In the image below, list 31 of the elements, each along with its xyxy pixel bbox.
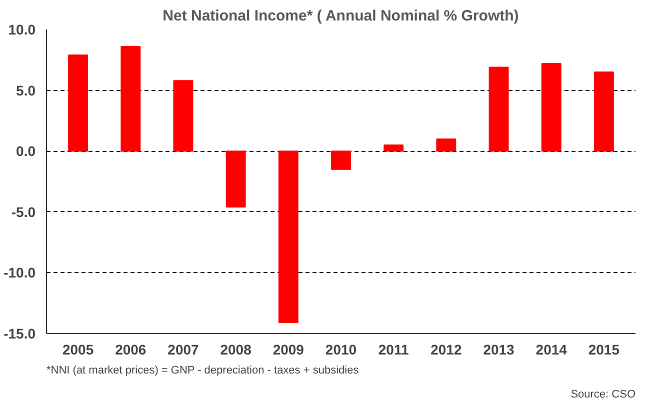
y-tick-label: 5.0 (16, 82, 36, 98)
x-tick-label: 2013 (483, 342, 515, 358)
bar (436, 138, 456, 152)
bar (594, 72, 614, 152)
x-tick-label: 2015 (588, 342, 620, 358)
source-note: Source: CSO (570, 388, 636, 400)
x-tick-label: 2005 (62, 342, 94, 358)
x-tick-label: 2014 (536, 342, 568, 358)
x-tick-label: 2007 (168, 342, 200, 358)
bar (541, 63, 562, 152)
x-tick-label: 2006 (115, 342, 146, 358)
y-tick-label: 10.0 (8, 22, 36, 38)
x-tick-label: 2009 (272, 342, 304, 358)
y-tick-label: -10.0 (4, 264, 36, 281)
bar (120, 46, 141, 152)
x-tick-label: 2008 (220, 342, 252, 358)
bar (331, 150, 351, 170)
y-tick-label: -15.0 (4, 326, 36, 342)
bar (384, 144, 404, 152)
chart-title: Net National Income* ( Annual Nominal % Growth) (162, 8, 519, 24)
bar (488, 66, 509, 152)
bar (226, 150, 246, 208)
text: *NNI (at market prices) = GNP - depreciation - taxes + subsidies (46, 364, 360, 376)
x-tick-label: 2012 (430, 342, 462, 358)
bar (173, 80, 194, 152)
x-tick-label: 2010 (325, 342, 357, 358)
y-tick-label: -5.0 (11, 204, 36, 220)
x-tick-label: 2011 (378, 342, 409, 358)
bar (68, 54, 88, 152)
bar (278, 150, 298, 324)
y-tick-label: 0.0 (16, 143, 36, 160)
